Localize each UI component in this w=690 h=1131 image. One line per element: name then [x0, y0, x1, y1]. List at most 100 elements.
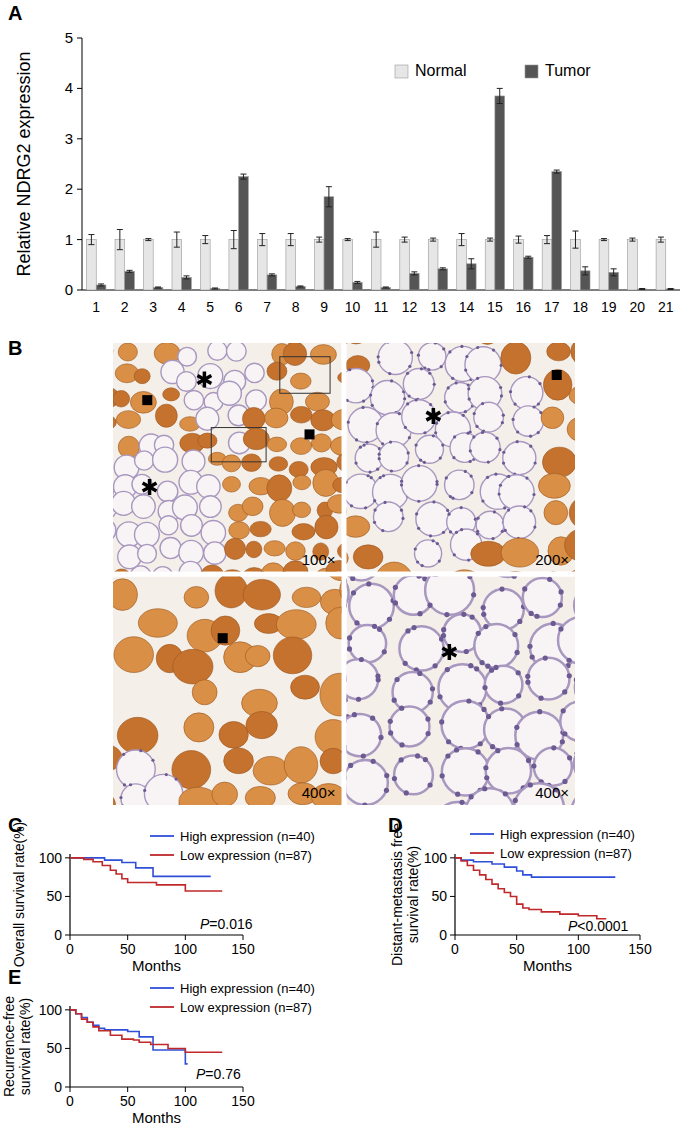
nucleus	[530, 654, 535, 659]
error-stem	[328, 187, 329, 207]
nucleus	[121, 804, 124, 805]
micrograph	[113, 577, 342, 806]
y-tick-label: 3	[65, 130, 73, 147]
stained-cell	[375, 562, 413, 571]
legend-label: Low expression (n=87)	[180, 848, 312, 863]
nucleus	[491, 537, 494, 540]
stained-cell	[347, 548, 349, 568]
error-cap	[345, 240, 351, 241]
bar	[666, 289, 676, 290]
stained-cell	[219, 721, 248, 748]
p-text: =0.016	[209, 916, 252, 932]
nucleus	[378, 735, 383, 740]
legend-swatch	[470, 852, 494, 854]
error-cap	[373, 247, 379, 248]
bar	[87, 240, 97, 290]
micrograph	[347, 343, 576, 572]
nucleus	[486, 476, 489, 479]
bar	[637, 289, 647, 290]
nucleus	[405, 461, 408, 464]
nucleus	[354, 620, 359, 625]
nucleus	[403, 661, 408, 666]
x-tick	[516, 935, 517, 940]
follicle	[499, 475, 534, 510]
error-bar	[668, 288, 674, 289]
error-cap	[440, 269, 446, 270]
error-bar	[601, 239, 607, 241]
follicle	[445, 470, 474, 499]
x-tick-label: 150	[231, 1093, 255, 1109]
follicle	[510, 377, 542, 409]
y-tick	[77, 138, 82, 139]
nucleus	[445, 753, 450, 758]
nucleus	[352, 712, 357, 717]
nucleus	[507, 508, 510, 511]
error-cap	[468, 258, 474, 259]
follicle	[347, 369, 374, 403]
stained-cell	[284, 747, 318, 783]
x-tick	[455, 935, 456, 940]
nucleus	[476, 377, 479, 380]
nucleus	[525, 680, 530, 685]
nucleus	[356, 697, 361, 702]
p-text: <0.0001	[577, 918, 628, 934]
follicle	[200, 496, 222, 518]
y-tick-label: 0	[65, 281, 73, 298]
error-bar	[326, 187, 332, 207]
bar	[514, 240, 524, 290]
y-tick	[450, 857, 455, 858]
follicle	[159, 516, 178, 535]
nucleus	[378, 457, 381, 460]
nucleus	[461, 612, 466, 617]
stained-cell	[471, 541, 506, 566]
bar	[239, 177, 249, 290]
panel-label: E	[8, 966, 21, 988]
survival-curve	[70, 1010, 188, 1064]
nucleus	[529, 611, 534, 616]
nucleus	[562, 689, 567, 694]
nucleus	[468, 398, 471, 401]
nucleus	[416, 560, 419, 563]
error-cap	[658, 237, 664, 238]
error-bar	[269, 274, 275, 276]
error-cap	[639, 288, 645, 289]
error-bar	[468, 259, 474, 269]
tumor-marker	[218, 633, 228, 643]
error-stem	[518, 236, 519, 243]
stained-cell	[290, 373, 311, 389]
nucleus	[417, 500, 420, 503]
error-cap	[668, 288, 674, 289]
nucleus	[398, 412, 401, 415]
nucleus	[394, 677, 399, 682]
follicle	[418, 343, 446, 370]
nucleus	[497, 492, 500, 495]
nucleus	[516, 693, 521, 698]
nucleus	[411, 625, 416, 630]
zoom-box	[211, 428, 266, 462]
nucleus	[469, 794, 474, 799]
stained-cell	[353, 545, 383, 569]
stained-cell	[567, 416, 575, 442]
nucleus	[560, 739, 565, 744]
follicle	[534, 748, 572, 786]
stained-cell	[269, 499, 295, 526]
nucleus	[515, 650, 520, 655]
nucleus	[377, 361, 380, 364]
error-cap	[174, 247, 180, 248]
x-tick-label: 50	[509, 941, 525, 957]
x-tick	[640, 935, 641, 940]
nucleus	[466, 432, 469, 435]
follicle	[135, 451, 154, 470]
follicle	[347, 760, 388, 805]
tissue-bg	[113, 577, 342, 806]
nucleus	[390, 379, 393, 382]
x-tick-label: 0	[66, 941, 74, 957]
error-stem	[176, 232, 177, 247]
legend-label: Low expression (n=87)	[500, 846, 632, 861]
error-stem	[471, 259, 472, 269]
nucleus	[558, 626, 563, 631]
error-bar	[297, 286, 303, 287]
nucleus	[408, 394, 411, 397]
nucleus	[370, 716, 375, 721]
nucleus	[460, 528, 463, 531]
